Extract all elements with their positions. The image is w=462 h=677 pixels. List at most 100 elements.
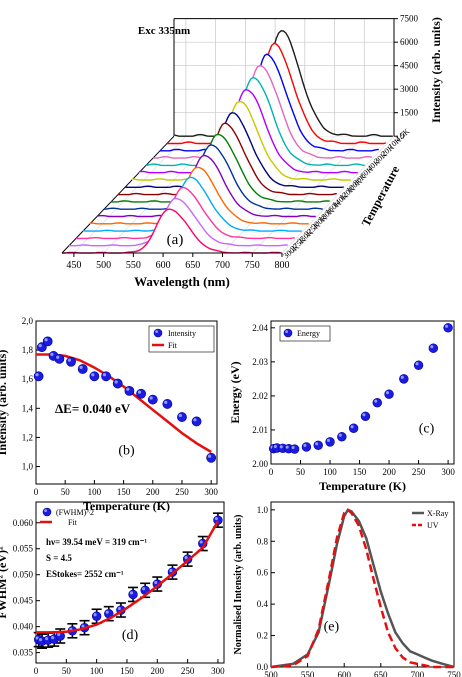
data-point-highlight	[445, 324, 449, 328]
uv-line	[270, 508, 454, 669]
x-tick-label: 650	[185, 260, 200, 271]
data-point-highlight	[149, 396, 153, 400]
data-point-highlight	[415, 362, 419, 366]
x-tick-label: 300	[441, 467, 455, 477]
x-tick-label: 300	[211, 666, 225, 676]
legend-label: (FWHM)^2	[56, 508, 94, 517]
z-tick-label: 3000	[400, 84, 419, 94]
data-point-highlight	[50, 352, 54, 356]
x-tick-label: 0	[34, 666, 39, 676]
x-tick-label: 500	[264, 670, 278, 677]
x-tick-label: 150	[120, 666, 134, 676]
data-point	[177, 412, 187, 422]
data-point-highlight	[338, 433, 342, 437]
data-point	[147, 394, 158, 405]
data-point	[42, 336, 53, 347]
x-tick-label: 50	[296, 467, 306, 477]
y-tick-label: 1,0	[22, 462, 34, 472]
panel-label: (c)	[419, 422, 435, 437]
data-point	[91, 611, 102, 621]
data-point-highlight	[184, 556, 188, 560]
panel-e-normalised-plot: 5005506006507007500.00.20.40.60.81.0Wave…	[233, 501, 461, 677]
data-point-highlight	[67, 358, 72, 362]
y-tick-label: 2.02	[252, 391, 268, 401]
y-axis-label: FWHM² (eV)²	[0, 546, 9, 619]
data-point-highlight	[285, 445, 289, 449]
x-tick-label: 0	[269, 467, 274, 477]
spectrum-line	[89, 166, 309, 225]
plot-frame	[270, 501, 455, 668]
legend-box	[279, 325, 331, 342]
x-tick-label: 600	[156, 260, 171, 271]
y-tick-label: 0.050	[13, 570, 34, 580]
data-point-highlight	[178, 413, 182, 418]
data-point-highlight	[154, 580, 158, 585]
spectrum-line	[138, 88, 358, 174]
y-tick-label: 2.01	[252, 425, 268, 435]
data-point-highlight	[91, 373, 95, 377]
data-point-highlight	[207, 454, 212, 458]
panel-label: (e)	[324, 620, 340, 635]
data-point-highlight	[285, 330, 288, 333]
x-tick-label: 250	[412, 467, 426, 477]
panel-d-fwhm-plot: 0 50 100 150 200 250 300 0.035 0.040 0.045 0.050 0.…	[0, 501, 225, 676]
data-point-highlight	[117, 606, 121, 611]
data-point-highlight	[315, 442, 319, 446]
y-tick-label: 0.035	[13, 648, 34, 658]
panel-label: (b)	[118, 444, 135, 459]
spectrum-line	[118, 122, 337, 196]
spectrum-line	[160, 53, 379, 152]
x-tick-label: 100	[90, 666, 104, 676]
data-point-highlight	[164, 400, 168, 404]
x-tick-label: 550	[301, 670, 315, 677]
data-point	[384, 389, 394, 399]
data-point-highlight	[38, 343, 42, 348]
x-tick-label: 450	[66, 260, 81, 271]
spectrum-line	[145, 76, 365, 167]
data-point	[301, 442, 312, 452]
data-point	[206, 452, 217, 463]
data-point-highlight	[291, 445, 295, 450]
data-point	[413, 360, 424, 370]
spectrum-line	[124, 111, 344, 189]
fit-line	[36, 353, 212, 454]
y-tick-label: 0.055	[13, 544, 34, 554]
spectrum-line	[131, 100, 351, 181]
spectrum-line	[103, 144, 323, 210]
y-tick-label: 0.2	[257, 631, 268, 641]
x-tick-label: 300	[204, 487, 218, 497]
data-point-highlight	[35, 373, 39, 377]
z-tick-label: 6000	[400, 37, 419, 47]
y-tick-label: 0.4	[257, 599, 269, 609]
x-tick-label: 100	[88, 487, 102, 497]
data-point-highlight	[45, 637, 49, 641]
data-point-highlight	[44, 509, 47, 512]
data-point-highlight	[279, 445, 283, 449]
data-point	[313, 440, 323, 450]
data-point	[77, 364, 88, 374]
panel-c-energy-plot: 0 50 100 150 200 250 300 2.00 2.01 2.02 2.03 2.04 Te…	[228, 320, 455, 493]
data-point-highlight	[400, 375, 404, 379]
z-axis-label: Intensity (arb. units)	[429, 17, 443, 123]
annotation: Exc 335nm	[138, 25, 190, 37]
y-tick-label: 1.0	[257, 505, 269, 515]
data-point	[325, 437, 335, 447]
y-tick-label: 1,4	[22, 403, 34, 413]
data-point-highlight	[102, 373, 107, 377]
data-point-highlight	[44, 338, 48, 342]
data-point-highlight	[303, 443, 307, 447]
x-tick-label: 100	[323, 467, 337, 477]
legend-label: UV	[427, 521, 439, 530]
x-axis-label: Temperature (K)	[319, 479, 406, 493]
plot-frame	[35, 320, 218, 485]
spectrum-mask	[62, 209, 282, 253]
y-tick-label: 0.6	[257, 568, 269, 578]
y-tick-label: 0.045	[13, 596, 34, 606]
data-point-highlight	[273, 444, 277, 448]
data-point-highlight	[374, 399, 378, 403]
y-axis-label: Intensity (arb. units)	[0, 350, 9, 456]
y-tick-label: 0.8	[257, 536, 269, 546]
data-point	[191, 416, 202, 427]
data-point-highlight	[105, 610, 109, 614]
